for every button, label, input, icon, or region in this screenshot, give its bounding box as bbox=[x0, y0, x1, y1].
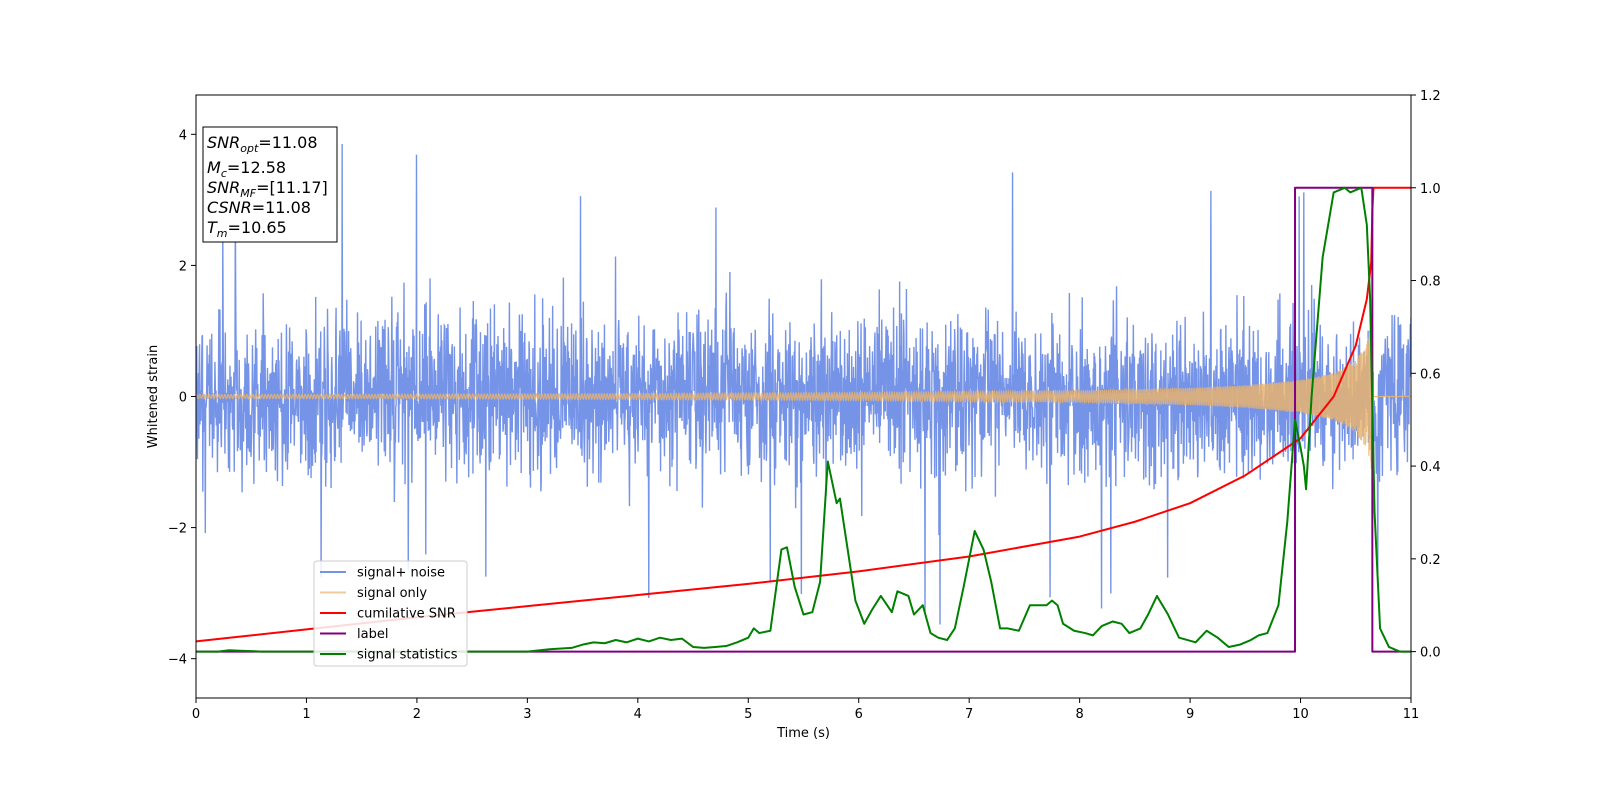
x-tick-label: 11 bbox=[1403, 707, 1420, 722]
x-axis-ticks: 0 1 2 3 4 5 6 7 8 9 10 11 bbox=[192, 698, 1419, 722]
y-tick-label: 0 bbox=[179, 391, 187, 406]
annotation-line: CSNR=11.08 bbox=[207, 198, 311, 217]
series-signal-statistics-line bbox=[196, 186, 1411, 653]
x-tick-label: 5 bbox=[744, 707, 752, 722]
legend: signal+ noise signal only cumilative SNR la… bbox=[313, 560, 468, 667]
legend-label: signal only bbox=[357, 586, 427, 601]
legend-items: signal+ noise signal only cumilative SNR la… bbox=[320, 566, 458, 663]
x-tick-label: 6 bbox=[855, 707, 863, 722]
y2-tick-label: 1.0 bbox=[1420, 182, 1441, 197]
annotation-subscript: m bbox=[217, 227, 228, 240]
annotation-subscript: opt bbox=[240, 142, 259, 155]
x-tick-label: 9 bbox=[1186, 707, 1194, 722]
annotation-line: Mc=12.58 bbox=[207, 158, 286, 180]
annotation-subscript: c bbox=[221, 167, 227, 180]
annotation-value: =12.58 bbox=[227, 158, 286, 177]
x-tick-label: 3 bbox=[523, 707, 531, 722]
series-signal-noise-line bbox=[196, 143, 1411, 625]
annotation-value: =11.08 bbox=[258, 133, 317, 152]
annotation-frame bbox=[202, 126, 338, 243]
x-tick-label: 8 bbox=[1075, 707, 1083, 722]
y-axis-label: Whitened strain bbox=[146, 345, 161, 448]
y-tick-label: 4 bbox=[179, 128, 187, 143]
annotation-symbol: M bbox=[207, 158, 221, 177]
annotation-value: =[11.17] bbox=[256, 178, 328, 197]
legend-label: label bbox=[357, 627, 388, 642]
y-tick-label: 2 bbox=[179, 259, 187, 274]
y2-axis-ticks: 0.0 0.2 0.4 0.6 0.8 1.0 1.2 bbox=[1411, 89, 1441, 661]
y2-tick-label: 0.2 bbox=[1420, 553, 1441, 568]
x-tick-label: 2 bbox=[413, 707, 421, 722]
y2-tick-label: 0.4 bbox=[1420, 460, 1441, 475]
legend-label: cumilative SNR bbox=[357, 607, 456, 622]
x-tick-label: 4 bbox=[634, 707, 642, 722]
annotation-lines: SNRopt=11.08Mc=12.58SNRMF=[11.17]CSNR=11… bbox=[207, 133, 328, 240]
annotation-line: SNRopt=11.08 bbox=[207, 133, 318, 155]
annotation-subscript: MF bbox=[240, 187, 256, 200]
annotation-symbol: SNR bbox=[207, 178, 240, 197]
x-axis-label: Time (s) bbox=[776, 726, 830, 741]
y-axis-ticks: −4 −2 0 2 4 bbox=[168, 128, 196, 668]
x-tick-label: 0 bbox=[192, 707, 200, 722]
y2-tick-label: 0.8 bbox=[1420, 275, 1441, 290]
annotation-symbol: T bbox=[207, 218, 218, 237]
x-tick-label: 1 bbox=[302, 707, 310, 722]
legend-frame bbox=[313, 560, 468, 667]
series-layer bbox=[196, 143, 1411, 653]
y2-tick-label: 0.6 bbox=[1420, 367, 1441, 382]
y2-tick-label: 0.0 bbox=[1420, 646, 1441, 661]
x-tick-label: 10 bbox=[1292, 707, 1309, 722]
y-tick-label: −2 bbox=[168, 522, 187, 537]
annotation-value: =10.65 bbox=[228, 218, 287, 237]
legend-label: signal statistics bbox=[357, 648, 458, 663]
annotation-box: SNRopt=11.08Mc=12.58SNRMF=[11.17]CSNR=11… bbox=[202, 126, 338, 243]
annotation-symbol: CSNR bbox=[207, 198, 252, 217]
x-tick-label: 7 bbox=[965, 707, 973, 722]
series-signal-only-line bbox=[196, 324, 1411, 469]
annotation-value: =11.08 bbox=[252, 198, 311, 217]
legend-label: signal+ noise bbox=[357, 566, 445, 581]
annotation-symbol: SNR bbox=[207, 133, 240, 152]
series-label-line bbox=[196, 186, 1411, 653]
annotation-line: Tm=10.65 bbox=[207, 218, 287, 240]
y-tick-label: −4 bbox=[168, 653, 187, 668]
annotation-line: SNRMF=[11.17] bbox=[207, 178, 328, 200]
y2-tick-label: 1.2 bbox=[1420, 89, 1441, 104]
series-cumulative-snr-line bbox=[196, 186, 1411, 643]
